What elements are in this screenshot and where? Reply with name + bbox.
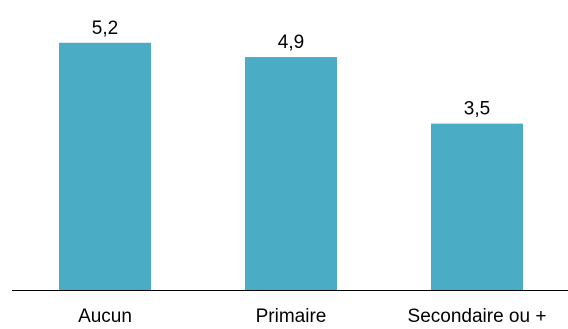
value-labels-group: 5,2 4,9 3,5 [92, 18, 490, 120]
bars-group [59, 42, 523, 291]
category-label-3: Secondaire ou + [408, 306, 547, 327]
category-label-1: Aucun [78, 306, 132, 327]
bar-3 [431, 123, 523, 290]
category-label-2: Primaire [256, 306, 327, 327]
bar-2 [245, 57, 337, 290]
data-label-1: 5,2 [92, 18, 118, 39]
bar-1 [59, 42, 151, 291]
category-labels-group: Aucun Primaire Secondaire ou + [78, 306, 546, 327]
data-label-2: 4,9 [278, 32, 304, 53]
data-label-3: 3,5 [464, 99, 490, 120]
